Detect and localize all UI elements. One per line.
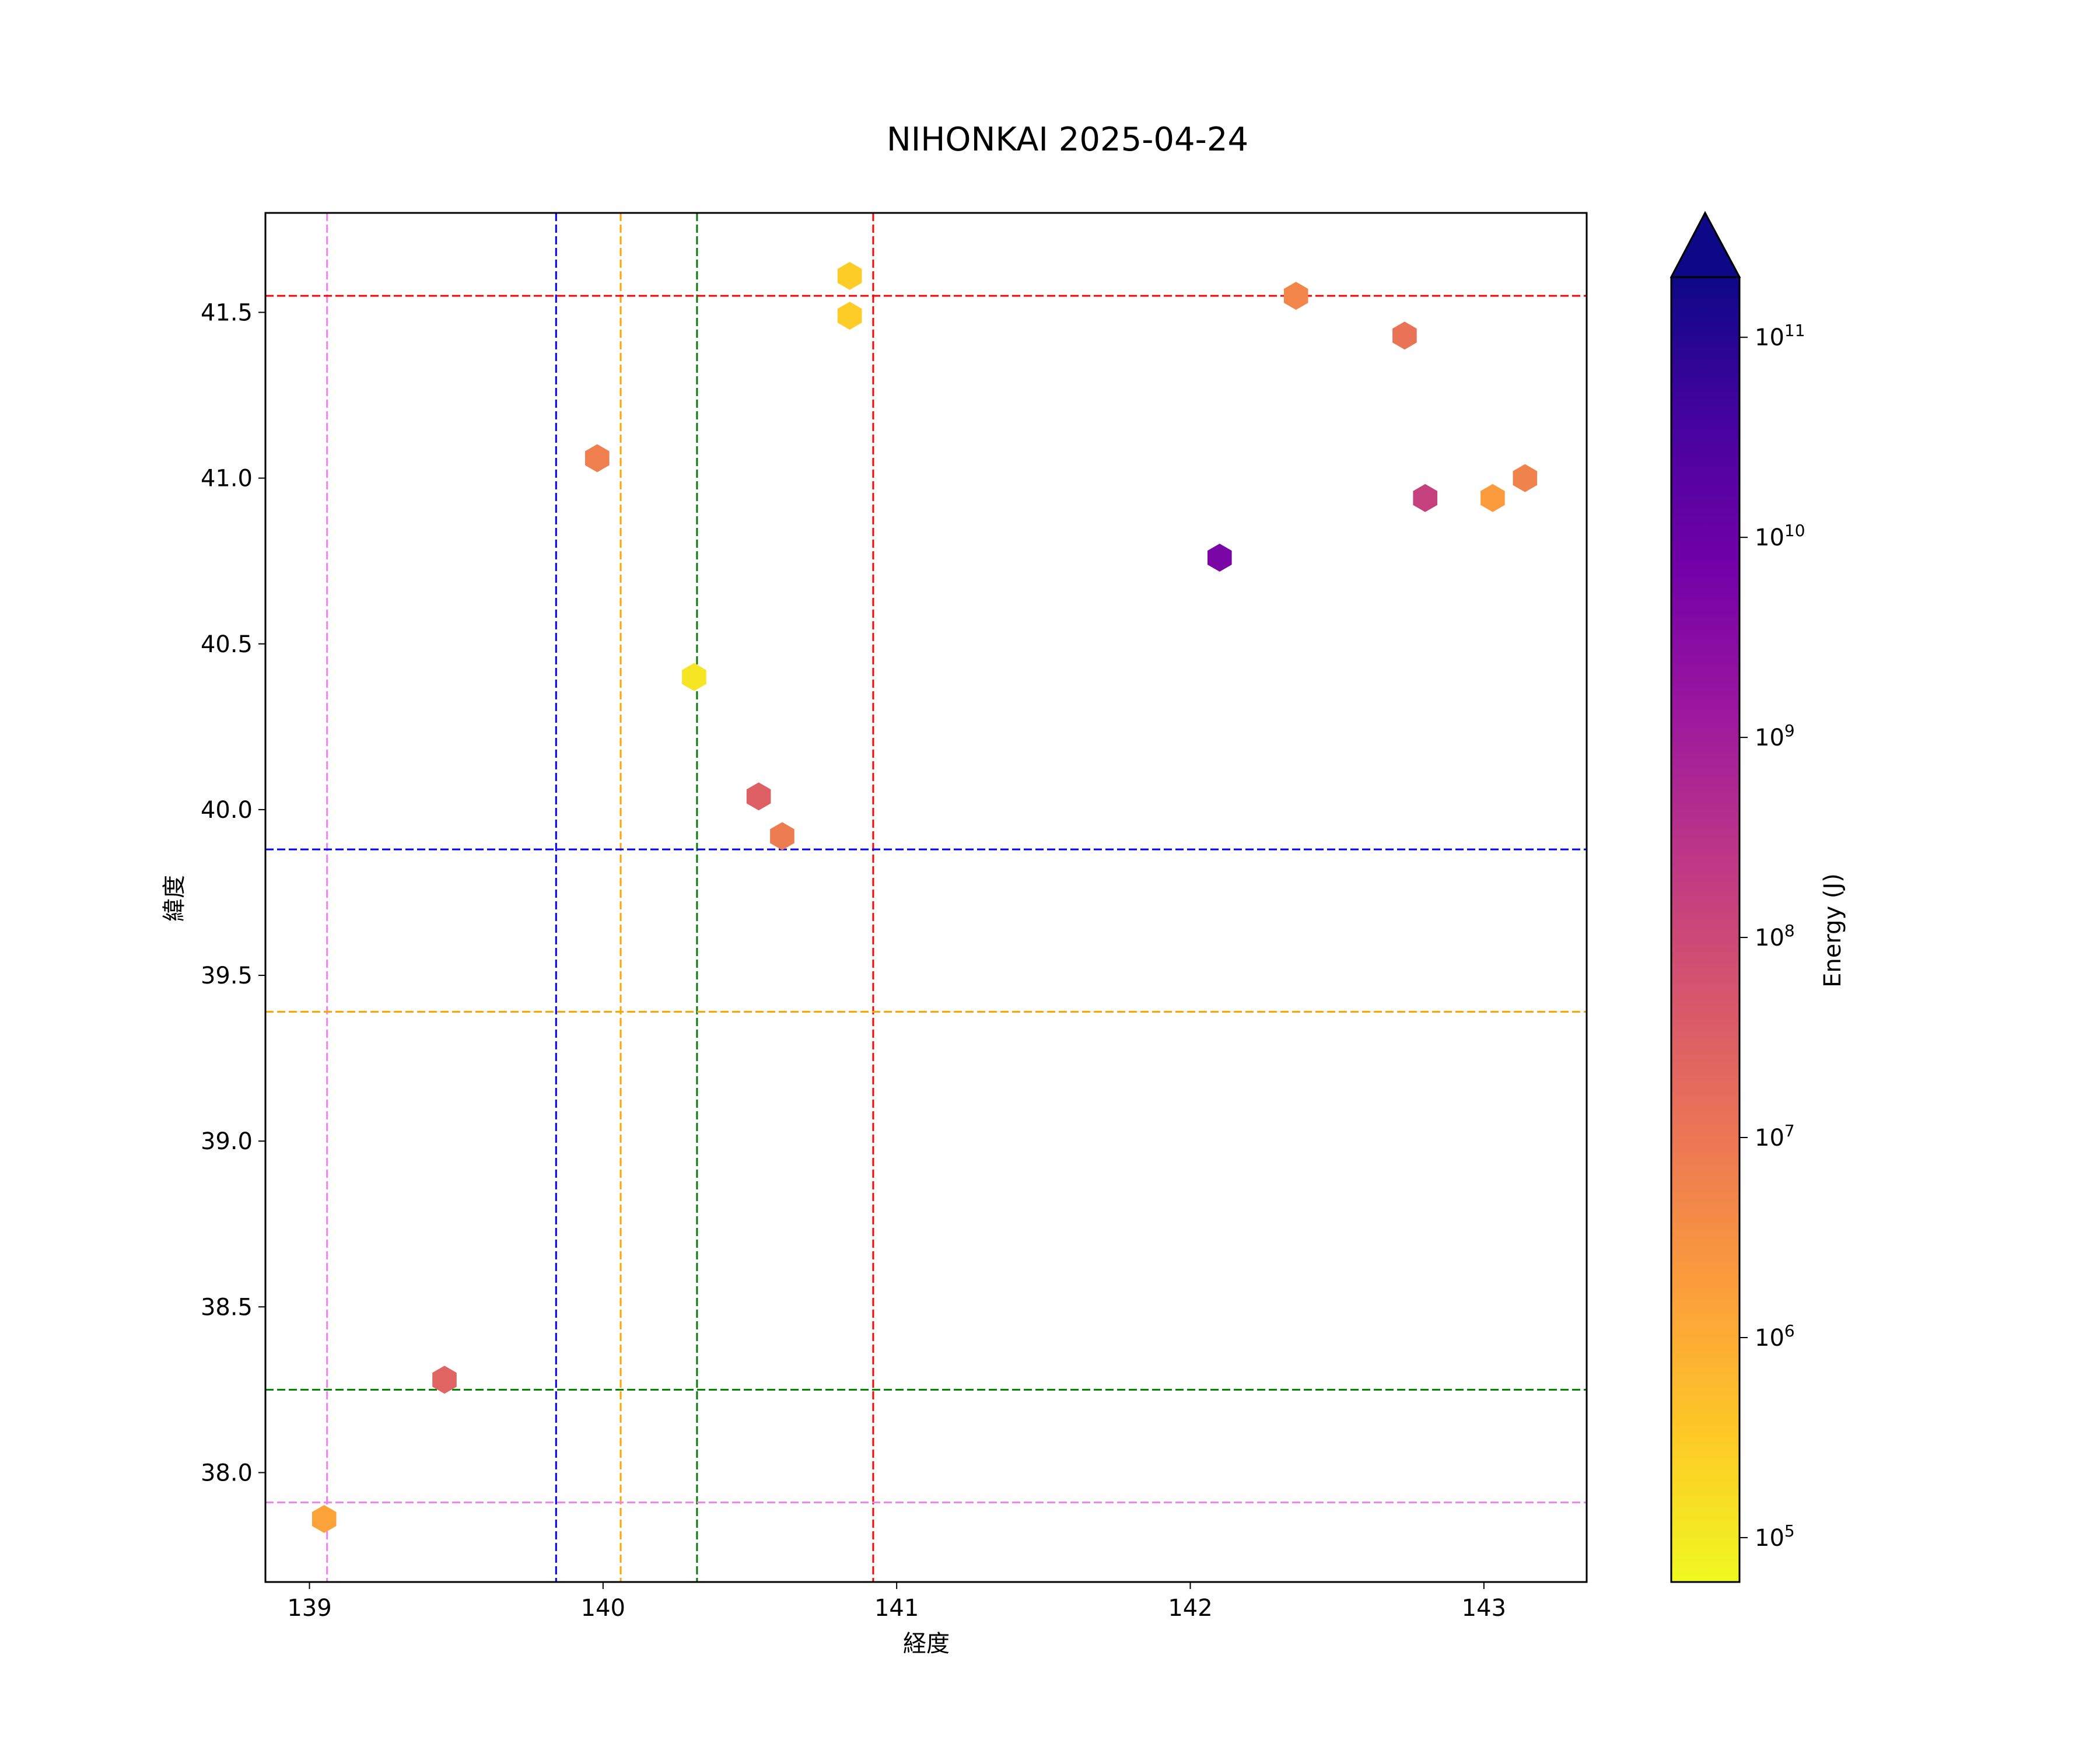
y-axis-label: 緯度 bbox=[161, 875, 188, 922]
colorbar-tick-label: 1010 bbox=[1755, 521, 1805, 551]
x-axis-ticks: 139 140 141 142 143 bbox=[287, 1582, 1506, 1622]
y-tick-label: 38.5 bbox=[201, 1294, 253, 1321]
colorbar-tick-label: 109 bbox=[1755, 721, 1795, 751]
colorbar-tick-label: 108 bbox=[1755, 921, 1795, 951]
plot-frame bbox=[264, 212, 1588, 1583]
data-point-hexagon bbox=[312, 1505, 337, 1533]
data-point-hexagon bbox=[432, 1366, 457, 1394]
data-point-hexagon bbox=[837, 262, 862, 290]
data-point-hexagon bbox=[1392, 321, 1417, 350]
colorbar-frame bbox=[1670, 211, 1741, 1583]
y-tick-label: 40.0 bbox=[201, 797, 253, 824]
plot-area bbox=[264, 212, 1588, 1583]
data-point-hexagon bbox=[1283, 282, 1308, 310]
x-tick-label: 142 bbox=[1168, 1595, 1212, 1622]
colorbar-extend-arrow bbox=[1670, 211, 1741, 278]
chart-title: NIHONKAI 2025-04-24 bbox=[887, 121, 1248, 159]
data-point-hexagon bbox=[585, 444, 610, 473]
data-point-hexagon bbox=[770, 822, 794, 850]
colorbar-tick-label: 106 bbox=[1755, 1321, 1795, 1352]
x-axis-label: 経度 bbox=[903, 1630, 950, 1657]
x-tick-label: 139 bbox=[287, 1595, 331, 1622]
y-tick-label: 38.0 bbox=[201, 1460, 253, 1486]
colorbar-label: Energy (J) bbox=[1819, 873, 1846, 988]
colorbar-tick-label: 107 bbox=[1755, 1121, 1795, 1152]
x-tick-label: 143 bbox=[1462, 1595, 1506, 1622]
y-tick-label: 39.5 bbox=[201, 963, 253, 989]
data-point-hexagon bbox=[1513, 464, 1538, 492]
y-tick-label: 40.5 bbox=[201, 631, 253, 658]
plot-background bbox=[265, 213, 1587, 1582]
colorbar-tick-label: 1011 bbox=[1755, 321, 1805, 351]
data-point-hexagon bbox=[1480, 484, 1505, 512]
reference-lines bbox=[265, 213, 1587, 1582]
colorbar-ticks: 105 106 107 108 109 1010 1011 bbox=[1740, 321, 1805, 1552]
data-point-hexagon bbox=[682, 663, 706, 691]
x-tick-label: 140 bbox=[581, 1595, 625, 1622]
colorbar-gradient bbox=[1671, 277, 1740, 1582]
y-tick-label: 41.5 bbox=[201, 299, 253, 326]
data-point-hexagon bbox=[746, 782, 771, 811]
colorbar-tick-label: 105 bbox=[1755, 1521, 1795, 1552]
data-point-hexagon bbox=[837, 302, 862, 330]
data-point-hexagon bbox=[1208, 544, 1232, 572]
y-tick-label: 39.0 bbox=[201, 1128, 253, 1155]
x-tick-label: 141 bbox=[874, 1595, 919, 1622]
y-tick-label: 41.0 bbox=[201, 466, 253, 492]
colorbar: 105 106 107 108 109 1010 1011 Energy (J) bbox=[1670, 211, 1846, 1583]
data-point-hexagon bbox=[1413, 484, 1437, 512]
y-axis-ticks: 38.0 38.5 39.0 39.5 40.0 40.5 41.0 41.5 bbox=[201, 299, 265, 1486]
data-points bbox=[312, 262, 1538, 1533]
